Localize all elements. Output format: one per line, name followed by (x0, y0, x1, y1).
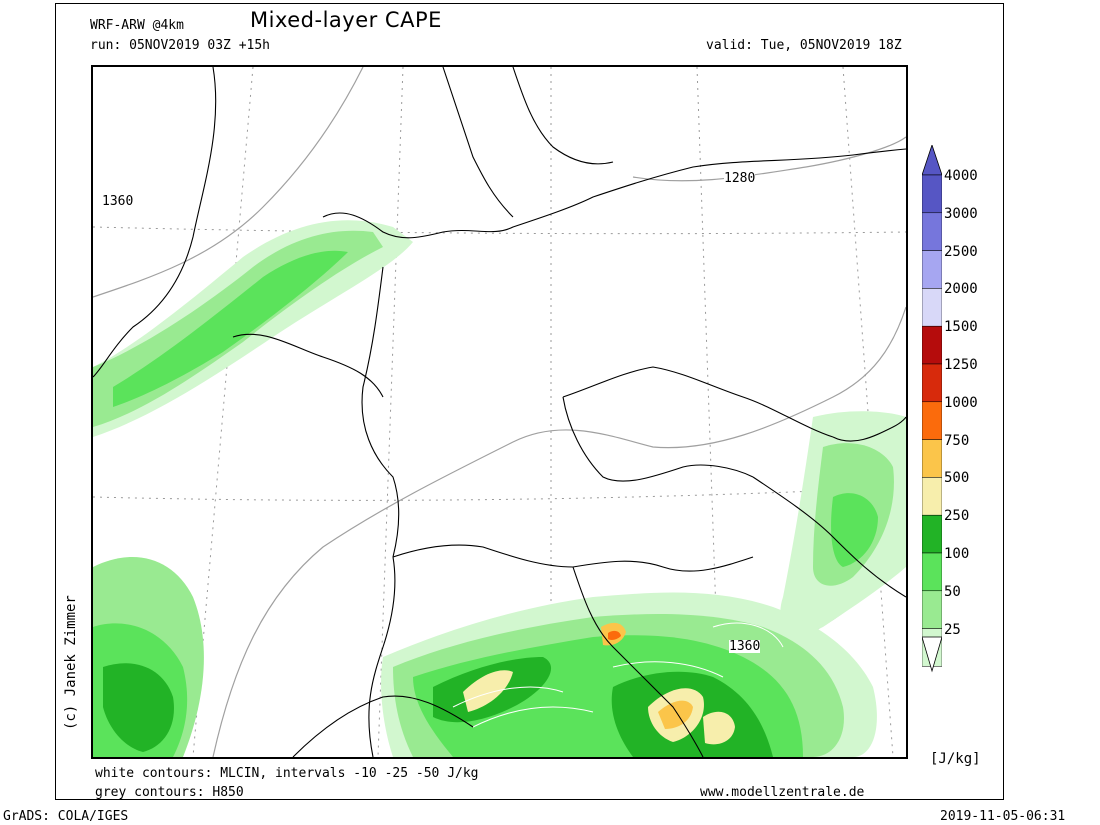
colorbar-arrow-bottom (922, 636, 942, 673)
contour-label-1360-south: 1360 (729, 639, 761, 654)
colorbar-level-label: 25 (944, 621, 961, 638)
grey-contours-label: grey contours: H850 (95, 785, 244, 800)
website-label: www.modellzentrale.de (700, 785, 865, 800)
colorbar-level-label: 100 (944, 546, 970, 562)
contour-label-1360-west: 1360 (102, 194, 134, 209)
figure-title: Mixed-layer CAPE (250, 8, 442, 32)
colorbar-level-label: 500 (944, 470, 970, 487)
colorbar-level-label: 250 (944, 508, 970, 525)
colorbar-level-label: 1500 (944, 319, 978, 336)
colorbar-cell (922, 477, 942, 516)
colorbar-level-label: 50 (944, 583, 961, 600)
colorbar-level-label: 1000 (944, 394, 978, 411)
colorbar-level-label: 1250 (944, 357, 978, 373)
colorbar-level-label: 4000 (944, 168, 978, 184)
contour-label-1280: 1280 (724, 171, 756, 186)
cape-shading (93, 220, 906, 757)
colorbar-cell (922, 590, 942, 629)
colorbar-cell (922, 250, 942, 289)
colorbar-cell (922, 212, 942, 251)
colorbar-level-label: 750 (944, 432, 970, 449)
colorbar-level-label: 2000 (944, 281, 978, 298)
colorbar-arrow-top (922, 145, 942, 176)
run-label: run: 05NOV2019 03Z +15h (90, 38, 271, 53)
software-label: GrADS: COLA/IGES (3, 809, 129, 824)
colorbar-cell (922, 174, 942, 214)
colorbar-cell (922, 288, 942, 327)
colorbar-cell (922, 552, 942, 592)
colorbar-cell (922, 439, 942, 478)
colorbar (922, 145, 942, 673)
colorbar-level-label: 3000 (944, 205, 978, 222)
mlcin-contours (452, 622, 784, 728)
valid-label: valid: Tue, 05NOV2019 18Z (706, 38, 902, 53)
cape-map (91, 65, 908, 759)
colorbar-cell (922, 401, 942, 440)
copyright-label: (c) Janek Zimmer (63, 595, 79, 730)
colorbar-level-label: 2500 (944, 243, 978, 260)
colorbar-unit: [J/kg] (930, 751, 981, 767)
white-contours-label: white contours: MLCIN, intervals -10 -25… (95, 766, 479, 781)
figure-frame (55, 3, 1004, 800)
colorbar-cell (922, 325, 942, 365)
colorbar-cell (922, 363, 942, 403)
borders (93, 67, 906, 757)
timestamp-label: 2019-11-05-06:31 (940, 809, 1066, 824)
model-label: WRF-ARW @4km (90, 18, 184, 33)
colorbar-cell (922, 514, 942, 554)
